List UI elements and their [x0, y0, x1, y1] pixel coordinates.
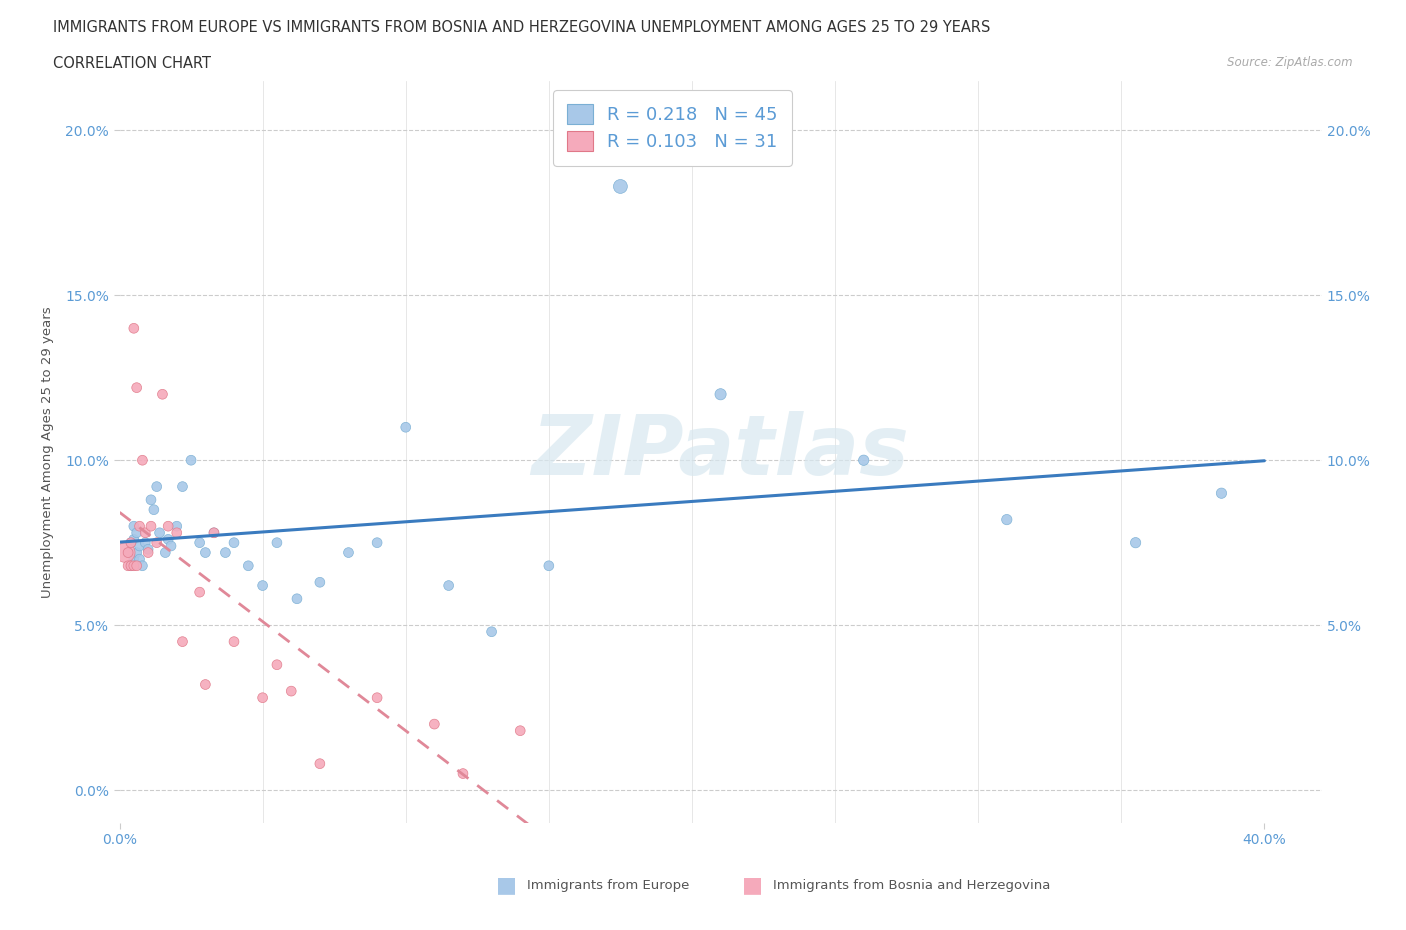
Point	[266, 536, 288, 551]
Point	[120, 536, 142, 551]
Y-axis label: Unemployment Among Ages 25 to 29 years: Unemployment Among Ages 25 to 29 years	[41, 306, 53, 598]
Point	[238, 558, 260, 573]
Point	[125, 545, 148, 560]
Text: Immigrants from Bosnia and Herzegovina: Immigrants from Bosnia and Herzegovina	[773, 879, 1050, 892]
Point	[481, 624, 503, 639]
Point	[136, 542, 159, 557]
Point	[131, 558, 153, 573]
Point	[280, 684, 302, 698]
Text: IMMIGRANTS FROM EUROPE VS IMMIGRANTS FROM BOSNIA AND HERZEGOVINA UNEMPLOYMENT AM: IMMIGRANTS FROM EUROPE VS IMMIGRANTS FRO…	[53, 20, 991, 35]
Point	[194, 545, 217, 560]
Point	[166, 525, 188, 540]
Point	[180, 453, 202, 468]
Point	[139, 519, 162, 534]
Point	[172, 634, 194, 649]
Point	[252, 690, 274, 705]
Point	[395, 419, 418, 434]
Point	[1211, 485, 1233, 500]
Point	[117, 545, 139, 560]
Point	[122, 558, 145, 573]
Point	[134, 536, 156, 551]
Point	[1125, 536, 1147, 551]
Point	[509, 724, 531, 738]
Point	[188, 585, 211, 600]
Point	[366, 690, 388, 705]
Point	[128, 538, 150, 553]
Point	[222, 536, 245, 551]
Point	[194, 677, 217, 692]
Point	[437, 578, 460, 593]
Point	[423, 717, 446, 732]
Point	[309, 756, 332, 771]
Point	[145, 479, 167, 494]
Point	[166, 519, 188, 534]
Text: CORRELATION CHART: CORRELATION CHART	[53, 56, 211, 71]
Point	[202, 525, 225, 540]
Text: ZIPatlas: ZIPatlas	[531, 411, 910, 493]
Point	[285, 591, 308, 606]
Point	[120, 536, 142, 551]
Point	[120, 558, 142, 573]
Point	[366, 536, 388, 551]
Point	[125, 558, 148, 573]
Point	[160, 538, 183, 553]
Point	[188, 536, 211, 551]
Point	[202, 525, 225, 540]
Legend: R = 0.218   N = 45, R = 0.103   N = 31: R = 0.218 N = 45, R = 0.103 N = 31	[553, 90, 792, 166]
Point	[120, 558, 142, 573]
Point	[134, 525, 156, 540]
Point	[125, 380, 148, 395]
Point	[122, 321, 145, 336]
Point	[122, 551, 145, 566]
Point	[128, 519, 150, 534]
Point	[149, 525, 172, 540]
Point	[117, 558, 139, 573]
Point	[122, 519, 145, 534]
Text: Immigrants from Europe: Immigrants from Europe	[527, 879, 689, 892]
Point	[609, 179, 631, 193]
Point	[537, 558, 560, 573]
Point	[131, 453, 153, 468]
Point	[157, 519, 180, 534]
Point	[852, 453, 875, 468]
Text: ■: ■	[742, 875, 762, 896]
Point	[337, 545, 360, 560]
Text: ■: ■	[496, 875, 516, 896]
Point	[139, 492, 162, 507]
Point	[122, 532, 145, 547]
Point	[157, 532, 180, 547]
Point	[152, 387, 174, 402]
Text: Source: ZipAtlas.com: Source: ZipAtlas.com	[1227, 56, 1353, 69]
Point	[252, 578, 274, 593]
Point	[995, 512, 1018, 527]
Point	[309, 575, 332, 590]
Point	[117, 545, 139, 560]
Point	[136, 545, 159, 560]
Point	[114, 545, 136, 560]
Point	[172, 479, 194, 494]
Point	[214, 545, 236, 560]
Point	[451, 766, 474, 781]
Point	[709, 387, 731, 402]
Point	[155, 545, 177, 560]
Point	[128, 551, 150, 566]
Point	[142, 502, 165, 517]
Point	[222, 634, 245, 649]
Point	[145, 536, 167, 551]
Point	[125, 525, 148, 540]
Point	[266, 658, 288, 672]
